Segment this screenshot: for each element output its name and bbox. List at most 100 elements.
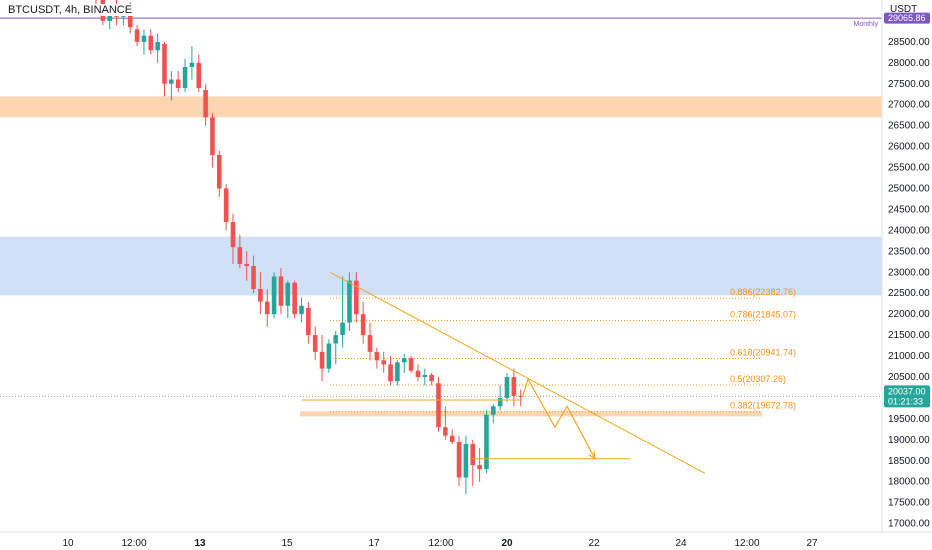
time-tick-label: 10 [62, 538, 74, 549]
price-tick-label: 25500.00 [888, 163, 930, 174]
price-tick-label: 23500.00 [888, 246, 930, 257]
price-tick-label: 19000.00 [888, 435, 930, 446]
price-tick-label: 27000.00 [888, 100, 930, 111]
time-axis-ticks[interactable]: 10 12:00 13 15 17 12:00 20 22 24 12:00 27 [62, 538, 818, 549]
candle [182, 58, 188, 93]
candle [319, 335, 325, 382]
candle [470, 439, 476, 486]
time-tick-label: 22 [588, 538, 600, 549]
candle [381, 351, 386, 373]
candle [299, 297, 304, 323]
candle [491, 404, 496, 424]
candle [264, 289, 270, 327]
price-tick-label: 24500.00 [888, 204, 930, 215]
candle [422, 368, 428, 386]
candle [360, 301, 366, 344]
candle [217, 150, 222, 197]
candle [141, 29, 147, 55]
candle [203, 83, 208, 126]
time-tick-label: 12:00 [121, 538, 146, 549]
price-tick-label: 26500.00 [888, 121, 930, 132]
last-price-tag: 20037.00 01:21:33 [884, 385, 930, 408]
candle [292, 280, 297, 319]
countdown-text: 01:21:33 [888, 396, 923, 406]
price-tick-label: 25000.00 [888, 184, 930, 195]
candle [244, 251, 249, 281]
candle [449, 429, 455, 445]
fib-label: 0.618(20941.74) [730, 348, 796, 358]
time-tick-label: 12:00 [428, 538, 453, 549]
candle [278, 268, 284, 315]
candle [518, 389, 523, 407]
projection-arrowhead [588, 450, 596, 460]
price-tick-label: 21000.00 [888, 351, 930, 362]
time-tick-label: 13 [194, 538, 206, 549]
time-tick-label: 17 [368, 538, 380, 549]
price-tick-label: 19500.00 [888, 414, 930, 425]
zone-support[interactable] [0, 236, 882, 296]
candle [415, 364, 421, 382]
descending-trendline[interactable] [329, 271, 706, 474]
projected-path[interactable] [522, 377, 596, 459]
candle [340, 276, 345, 348]
candle [223, 184, 229, 231]
candle [155, 33, 160, 63]
candle [374, 347, 380, 369]
price-tick-label: 18500.00 [888, 456, 930, 467]
fib-label: 0.382(19672.78) [730, 401, 796, 411]
fib-label: 0.786(21845.07) [730, 310, 796, 320]
candle [388, 356, 393, 386]
candle [175, 71, 181, 93]
monthly-price-tag: 29065.86 [884, 12, 930, 24]
candle [196, 54, 202, 93]
fib-retracement[interactable]: 0.886(22382.76) 0.786(21845.07) 0.618(2094… [330, 287, 796, 413]
price-zones [0, 96, 882, 417]
candle [306, 301, 311, 344]
price-tick-label: 17000.00 [888, 519, 930, 530]
candle [408, 356, 414, 373]
candle [285, 280, 291, 319]
candle [333, 330, 339, 365]
price-tick-label: 24000.00 [888, 225, 930, 236]
candle [347, 272, 352, 331]
candle [504, 372, 510, 403]
candle [401, 353, 407, 373]
price-tick-label: 22000.00 [888, 309, 930, 320]
candle [251, 255, 256, 294]
trend-drawings[interactable] [302, 271, 706, 474]
candle [367, 322, 373, 361]
zone-support-line[interactable] [300, 411, 762, 417]
price-tick-label: 22500.00 [888, 288, 930, 299]
candle [436, 377, 441, 432]
candle [326, 339, 332, 373]
candle [162, 41, 167, 97]
monthly-level: Monthly [0, 17, 882, 28]
price-tick-label: 23000.00 [888, 267, 930, 278]
candle [395, 360, 400, 386]
candle [477, 448, 482, 482]
price-tick-label: 20500.00 [888, 372, 930, 383]
candle [134, 25, 140, 47]
candle [189, 46, 195, 80]
price-tick-label: 17500.00 [888, 498, 930, 509]
price-tick-label: 26000.00 [888, 142, 930, 153]
candle [271, 272, 277, 319]
zone-resistance[interactable] [0, 96, 882, 118]
candle [463, 435, 469, 495]
candle [497, 385, 503, 411]
symbol-title: BTCUSDT, 4h, BINANCE [6, 4, 135, 16]
candle [230, 213, 236, 264]
candle [237, 234, 243, 269]
time-tick-label: 27 [806, 538, 818, 549]
monthly-price-text: 29065.86 [888, 13, 926, 23]
candle [258, 272, 263, 315]
price-tick-label: 28000.00 [888, 58, 930, 69]
price-axis-ticks[interactable]: 17000.00 17500.00 18000.00 18500.00 19000.00… [888, 37, 930, 530]
price-tick-label: 28500.00 [888, 37, 930, 48]
candle [169, 71, 174, 101]
candle [429, 372, 434, 386]
candle [443, 406, 448, 440]
price-tick-label: 27500.00 [888, 79, 930, 90]
candle [210, 113, 215, 168]
